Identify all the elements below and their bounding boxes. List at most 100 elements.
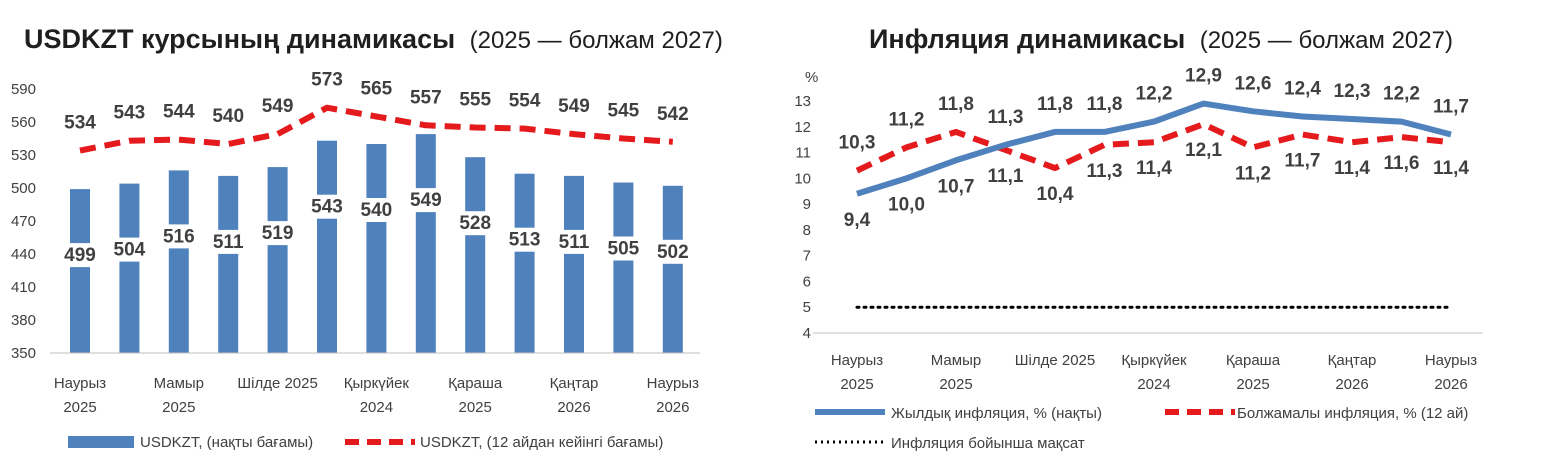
forecast-rate-line	[79, 104, 673, 154]
legend-bar-swatch	[68, 436, 134, 448]
inflation-title-main: Инфляция динамикасы	[869, 24, 1185, 54]
y-tick-label: 560	[11, 114, 36, 131]
bar	[267, 167, 288, 353]
forecast-data-label: 11,6	[1384, 153, 1420, 174]
bar-data-label: 499	[64, 245, 96, 266]
usdkzt-title-sub: (2025 — болжам 2027)	[470, 27, 723, 54]
y-tick-label: 13	[794, 93, 811, 110]
forecast-data-label: 10,4	[1037, 184, 1074, 205]
bar-label-bg	[155, 224, 202, 249]
bar	[70, 189, 90, 353]
x-category-label: Шілде 2025	[1015, 352, 1095, 369]
forecast-data-label: 11,8	[938, 94, 974, 115]
inflation-y-unit: %	[805, 69, 818, 86]
bar-data-label: 504	[114, 240, 146, 261]
line-data-label: 565	[361, 79, 393, 100]
legend-inflation-forecast: Болжамалы инфляция, % (12 ай)	[1237, 405, 1468, 422]
bar-data-label: 502	[657, 242, 689, 263]
bar-label-bg	[353, 198, 400, 222]
inflation-title-sub: (2025 — болжам 2027)	[1200, 27, 1453, 54]
bar-data-label: 543	[311, 197, 343, 218]
actual-data-label: 12,2	[1383, 84, 1420, 105]
x-category-label-year: 2026	[656, 399, 689, 416]
line-data-label: 549	[558, 96, 590, 117]
legend-usdkzt-forecast: USDKZT, (12 айдан кейінгі бағамы)	[420, 434, 663, 451]
line-data-label: 543	[114, 103, 146, 124]
bar	[168, 170, 189, 353]
actual-data-label: 12,6	[1235, 73, 1272, 94]
y-tick-label: 440	[11, 246, 36, 263]
bar-label-bg	[402, 188, 449, 213]
bar-label-bg	[501, 227, 548, 252]
forecast-data-label: 12,1	[1185, 140, 1222, 161]
y-tick-label: 530	[11, 147, 36, 164]
forecast-data-label: 11,7	[1285, 151, 1321, 172]
bar-data-label: 549	[410, 190, 442, 211]
bar-data-label: 511	[213, 232, 244, 253]
bar-data-label: 519	[262, 223, 294, 244]
line-data-label: 573	[311, 70, 343, 91]
forecast-data-label: 11,2	[1235, 163, 1271, 184]
x-category-label: Қыркүйек	[344, 375, 410, 392]
actual-data-label: 11,3	[988, 107, 1024, 128]
legend-inflation-actual: Жылдық инфляция, % (нақты)	[891, 405, 1102, 422]
y-tick-label: 500	[11, 180, 36, 197]
bar-label-bg	[600, 236, 647, 261]
forecast-data-label: 10,3	[839, 133, 876, 154]
x-category-label-year: 2025	[939, 376, 972, 393]
forecast-data-label: 11,1	[988, 166, 1024, 187]
actual-data-label: 12,3	[1334, 81, 1371, 102]
y-tick-label: 7	[803, 248, 811, 265]
y-tick-label: 9	[803, 196, 811, 213]
y-tick-label: 350	[11, 345, 36, 362]
bar	[662, 185, 683, 353]
x-category-label: Мамыр	[931, 352, 981, 369]
forecast-data-label: 11,2	[889, 109, 925, 130]
line-data-label: 540	[212, 106, 244, 127]
bar	[317, 140, 337, 353]
actual-inflation-line	[856, 100, 1452, 197]
actual-data-label: 11,8	[1037, 94, 1073, 115]
line-data-label: 542	[657, 104, 689, 125]
x-category-label: Наурыз	[1425, 352, 1477, 369]
x-category-label-year: 2025	[1236, 376, 1269, 393]
x-category-label-year: 2024	[1137, 376, 1170, 393]
bar-label-bg	[57, 243, 103, 268]
x-category-label-year: 2025	[840, 376, 873, 393]
bar-label-bg	[205, 229, 252, 254]
y-tick-label: 10	[794, 170, 811, 187]
x-category-label-year: 2024	[360, 399, 393, 416]
bar-data-label: 505	[608, 239, 640, 260]
forecast-inflation-line	[855, 121, 1452, 174]
inflation-chart: Инфляция динамикасы (2025 — болжам 2027)…	[794, 24, 1483, 452]
line-data-label: 557	[410, 87, 442, 108]
x-category-label: Шілде 2025	[237, 375, 317, 392]
bar	[613, 182, 634, 353]
x-category-label-year: 2025	[459, 399, 492, 416]
y-tick-label: 5	[803, 299, 811, 316]
y-tick-label: 380	[11, 312, 36, 329]
actual-data-label: 11,7	[1433, 97, 1469, 118]
actual-data-label: 10,7	[938, 176, 975, 197]
y-tick-label: 590	[11, 81, 36, 98]
actual-data-label: 12,4	[1284, 78, 1321, 99]
bar-data-label: 540	[361, 200, 393, 221]
line-data-label: 545	[608, 101, 640, 122]
y-tick-label: 8	[803, 222, 811, 239]
x-category-label-year: 2026	[557, 399, 590, 416]
bar-label-bg	[106, 237, 153, 262]
bar-label-bg	[649, 239, 696, 264]
actual-data-label: 11,8	[1087, 94, 1123, 115]
bar-label-bg	[551, 229, 597, 254]
line-data-label: 534	[64, 113, 96, 134]
legend-usdkzt-actual: USDKZT, (нақты бағамы)	[140, 434, 313, 451]
y-tick-label: 6	[803, 273, 811, 290]
y-tick-label: 12	[794, 119, 811, 136]
x-category-label: Наурыз	[54, 375, 106, 392]
actual-data-label: 9,4	[844, 210, 871, 231]
forecast-data-label: 11,4	[1433, 158, 1469, 179]
x-category-label-year: 2026	[1335, 376, 1368, 393]
x-category-label-year: 2025	[162, 399, 195, 416]
forecast-data-label: 11,4	[1136, 158, 1172, 179]
forecast-data-label: 11,3	[1087, 161, 1123, 182]
